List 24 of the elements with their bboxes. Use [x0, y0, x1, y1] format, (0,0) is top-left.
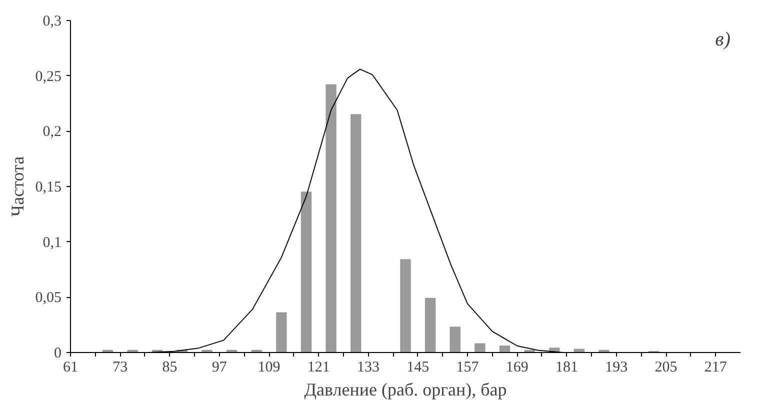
- x-axis-title: Давление (раб. орган), бар: [304, 380, 507, 400]
- x-tick-label: 97: [212, 360, 228, 376]
- annotation: в): [715, 28, 731, 50]
- x-tick-label: 61: [63, 360, 78, 376]
- y-tick-label: 0: [54, 346, 62, 362]
- y-tick-label: 0,05: [35, 290, 62, 306]
- y-axis-title: Частота: [7, 156, 28, 217]
- x-tick-label: 73: [112, 360, 128, 376]
- x-tick-label: 193: [605, 360, 628, 376]
- x-tick-label: 217: [704, 360, 728, 376]
- x-tick-label: 85: [162, 360, 178, 376]
- y-tick-label: 0,25: [35, 68, 62, 85]
- x-tick-label: 109: [258, 360, 280, 376]
- y-tick-label: 0,1: [42, 234, 62, 251]
- x-tick-label: 205: [654, 360, 678, 376]
- y-tick-label: 0,3: [42, 14, 62, 30]
- y-tick-label: 0,2: [42, 124, 62, 140]
- x-tick-label: 133: [357, 360, 380, 376]
- x-tick-label: 157: [456, 360, 480, 376]
- y-tick-label: 0,15: [35, 180, 62, 196]
- x-tick-label: 169: [506, 360, 528, 376]
- x-tick-label: 121: [307, 360, 330, 376]
- x-tick-label: 145: [406, 360, 430, 376]
- x-tick-label: 181: [556, 360, 578, 376]
